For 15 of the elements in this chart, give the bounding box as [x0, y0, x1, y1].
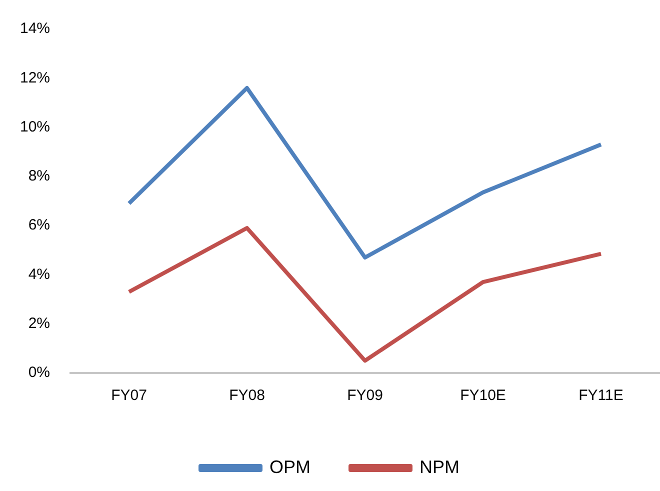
x-tick-label: FY08: [229, 387, 265, 404]
y-tick-label: 2%: [28, 315, 50, 332]
x-tick-label: FY11E: [578, 387, 624, 404]
x-tick-label: FY10E: [460, 387, 506, 404]
y-tick-label: 0%: [28, 364, 50, 382]
legend-label: NPM: [420, 456, 460, 477]
y-tick-label: 14%: [20, 20, 50, 38]
x-tick-label: FY09: [347, 387, 383, 404]
y-tick-label: 6%: [28, 216, 50, 234]
y-tick-label: 8%: [28, 168, 50, 185]
legend-label: OPM: [270, 456, 311, 477]
y-tick-label: 10%: [20, 118, 50, 136]
y-tick-label: 4%: [28, 266, 50, 283]
x-tick-label: FY07: [111, 387, 147, 404]
y-tick-label: 12%: [20, 69, 50, 86]
